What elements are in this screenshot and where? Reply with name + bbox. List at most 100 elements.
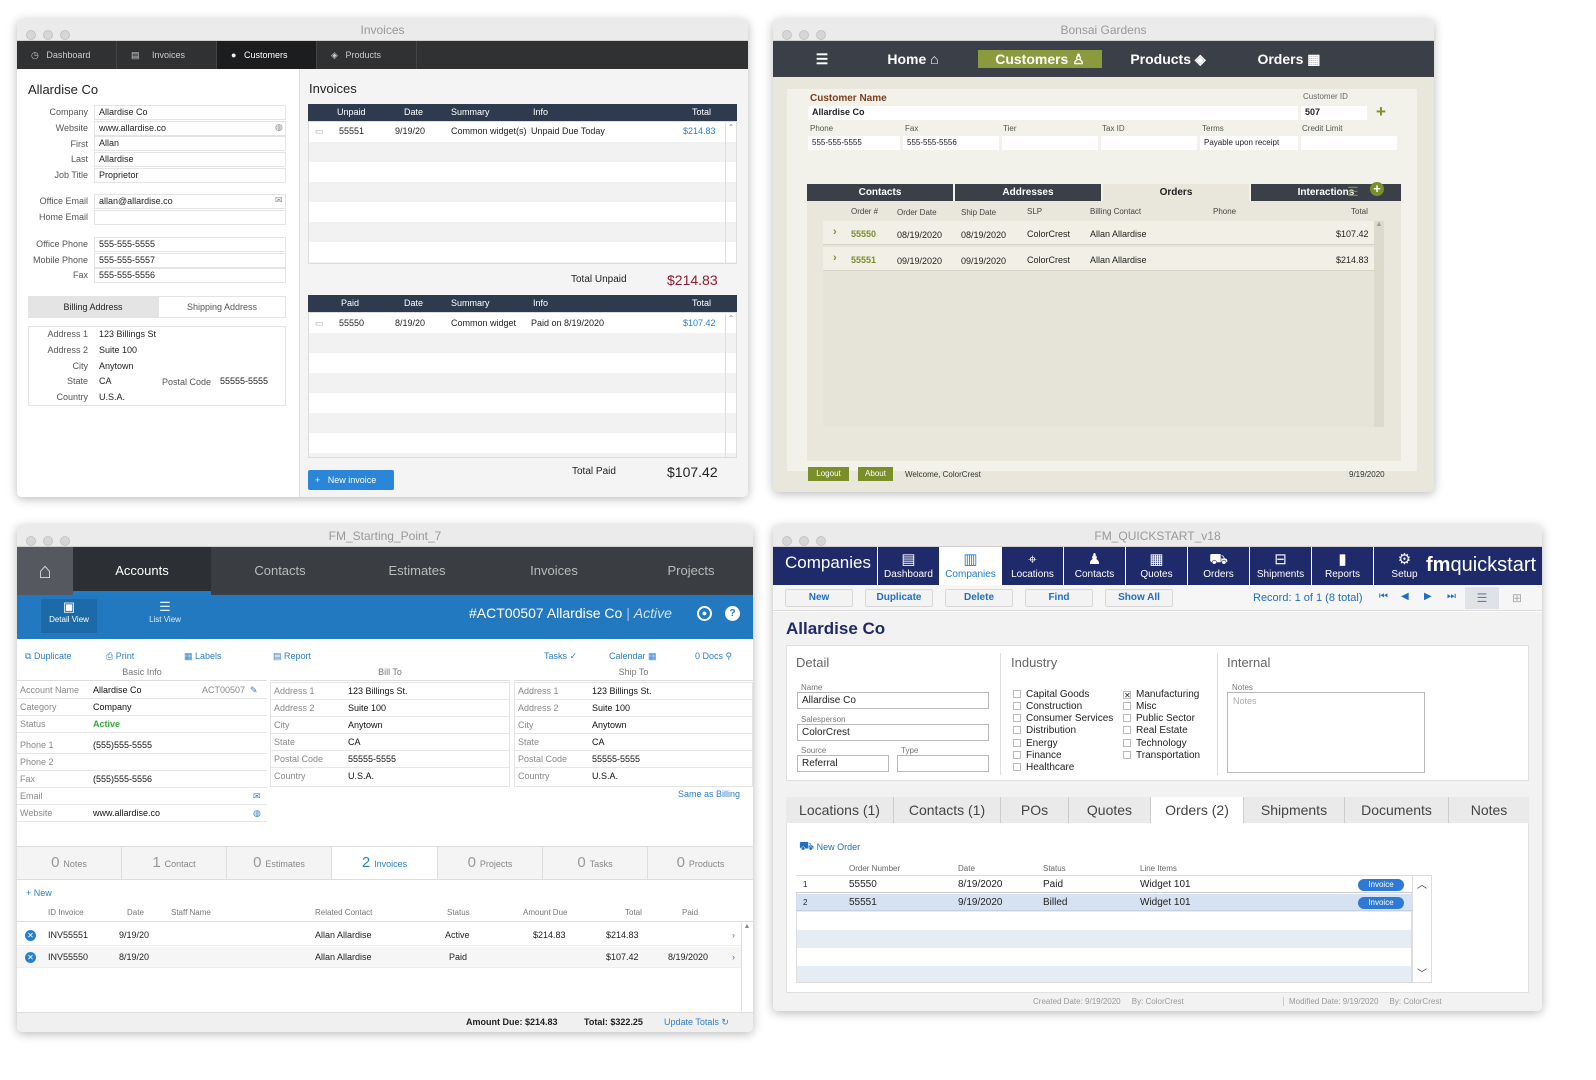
new-order-button[interactable]: ⛟ New Order [799,839,860,855]
col-total[interactable]: Total [692,298,712,308]
duplicate-button[interactable]: Duplicate [865,589,933,607]
order-row-2[interactable] [823,247,1374,271]
globe-icon[interactable]: ◍ [253,808,261,818]
tab-products[interactable]: 0 Products [648,847,753,879]
industry-transportation[interactable]: Transportation [1123,750,1200,761]
tab-estimates[interactable]: 0 Estimates [227,847,332,879]
tab-shipping-address[interactable]: Shipping Address [158,296,286,318]
nav-setup[interactable]: ⚙ Setup [1373,547,1435,585]
nav-orders[interactable]: ⛟ Orders [1187,547,1249,585]
postal-code-value[interactable]: 55555-5555 [220,376,269,386]
name-field[interactable]: Allardise Co [797,692,989,709]
city-value[interactable]: Anytown [99,361,134,371]
office-phone-field[interactable]: 555-555-5555 [94,237,286,252]
industry-capital-goods[interactable]: Capital Goods [1013,689,1089,700]
col-total[interactable]: Total [1351,207,1368,216]
chevron-down-icon[interactable]: ﹀ [1417,969,1427,980]
detail-view-button[interactable]: ▣ Detail View [41,599,97,633]
ship-postal-row[interactable]: Postal Code 55555-5555 [515,751,752,768]
nav-home[interactable]: Home ⌂ [873,50,953,68]
same-as-billing-link[interactable]: Same as Billing [678,789,741,799]
phone2-row[interactable]: Phone 2 [17,754,267,771]
col-status[interactable]: Status [447,908,470,917]
industry-consumer-services[interactable]: Consumer Services [1013,713,1113,724]
ship-country-row[interactable]: Country U.S.A. [515,768,752,785]
nav-customers[interactable]: ● Customers [217,41,317,69]
last-name-field[interactable]: Allardise [94,152,286,167]
remove-icon[interactable]: ✕ [25,952,36,963]
nav-customers[interactable]: Customers ♙ [978,50,1102,68]
terms-field[interactable]: Payable upon receipt [1200,136,1298,150]
chevron-right-icon[interactable]: › [833,252,837,264]
mail-icon[interactable]: ✉ [275,195,283,205]
update-totals-button[interactable]: Update Totals ↻ [664,1017,729,1028]
col-slp[interactable]: SLP [1027,207,1043,216]
order-row-1[interactable] [823,221,1374,245]
hamburger-menu-icon[interactable]: ☰ [815,51,829,67]
orders-scrollbar[interactable]: ︿ ﹀ [1412,875,1432,983]
col-related-contact[interactable]: Related Contact [315,908,373,917]
col-date[interactable]: Date [958,864,975,873]
tab-notes[interactable]: 0 Notes [17,847,122,879]
window-controls[interactable] [26,25,77,47]
industry-distribution[interactable]: Distribution [1013,725,1076,736]
tier-field[interactable] [1002,136,1098,150]
industry-energy[interactable]: Energy [1013,738,1058,749]
first-name-field[interactable]: Allan [94,136,286,151]
chevron-right-icon[interactable]: › [833,226,837,238]
ship-state-row[interactable]: State CA [515,734,752,751]
bill-country-row[interactable]: Country U.S.A. [271,768,509,785]
col-staff-name[interactable]: Staff Name [171,908,211,917]
source-field[interactable]: Referral [797,755,889,772]
nav-products[interactable]: Products ◈ [1118,50,1218,68]
table-view-icon[interactable]: ⊞ [1511,591,1523,605]
find-button[interactable]: Find [1025,589,1093,607]
order-number[interactable]: 55550 [851,229,877,239]
bill-address1-row[interactable]: Address 1 123 Billings St. [271,683,509,700]
tab-quotes[interactable]: Quotes [1069,797,1151,823]
email-row[interactable]: Email ✉ [17,788,267,805]
bill-address2-row[interactable]: Address 2 Suite 100 [271,700,509,717]
nav-locations[interactable]: ⌖ Locations [1001,547,1063,585]
tab-addresses[interactable]: Addresses [955,184,1101,201]
unpaid-invoice-number[interactable]: 55551 [339,126,365,136]
invoice-row-1[interactable]: ✕ INV55551 9/19/20 Allan Allardise Activ… [17,925,741,946]
new-button[interactable]: New [785,589,853,607]
bill-postal-row[interactable]: Postal Code 55555-5555 [271,751,509,768]
col-total[interactable]: Total [692,107,712,117]
unpaid-scrollbar[interactable]: ⌃ [725,123,736,263]
brush-icon[interactable]: ✎ [250,685,258,695]
form-view-icon[interactable]: ☰ [1465,587,1499,609]
new-invoice-button[interactable]: + New invoice [308,470,394,490]
tab-pos[interactable]: POs [1001,797,1069,823]
category-row[interactable]: Category Company [17,699,267,716]
bill-city-row[interactable]: City Anytown [271,717,509,734]
tab-documents[interactable]: Documents [1345,797,1449,823]
col-total[interactable]: Total [625,908,642,917]
phone1-row[interactable]: Phone 1 (555)555-5555 [17,737,267,754]
nav-reports[interactable]: ▮ Reports [1311,547,1373,585]
calendar-button[interactable]: Calendar ▦ [609,651,657,661]
col-line-items[interactable]: Line Items [1140,864,1177,873]
country-value[interactable]: U.S.A. [99,392,126,402]
office-email-field[interactable]: allan@allardise.co [94,194,286,209]
bill-state-row[interactable]: State CA [271,734,509,751]
ship-city-row[interactable]: City Anytown [515,717,752,734]
salesperson-field[interactable]: ColorCrest [797,724,989,741]
globe-icon[interactable]: ◍ [275,122,283,132]
paid-scrollbar[interactable]: ⌃ [725,314,736,457]
industry-misc[interactable]: Misc [1123,701,1157,712]
fax-row[interactable]: Fax (555)555-5556 [17,771,267,788]
website-field[interactable]: www.allardise.co [94,121,286,136]
tab-contact[interactable]: 1 Contact [122,847,227,879]
industry-manufacturing[interactable]: ✕ Manufacturing [1123,689,1199,700]
company-field[interactable]: Allardise Co [94,105,286,120]
docs-button[interactable]: 0 Docs ⚲ [695,651,733,661]
tab-locations[interactable]: Locations (1) [786,797,894,823]
invoice-button[interactable]: Invoice [1358,897,1404,909]
ship-address1-row[interactable]: Address 1 123 Billings St. [515,683,752,700]
nav-quotes[interactable]: ▦ Quotes [1125,547,1187,585]
state-value[interactable]: CA [99,376,112,386]
order-number[interactable]: 55551 [851,255,877,265]
nav-orders[interactable]: Orders ▦ [1249,50,1329,68]
